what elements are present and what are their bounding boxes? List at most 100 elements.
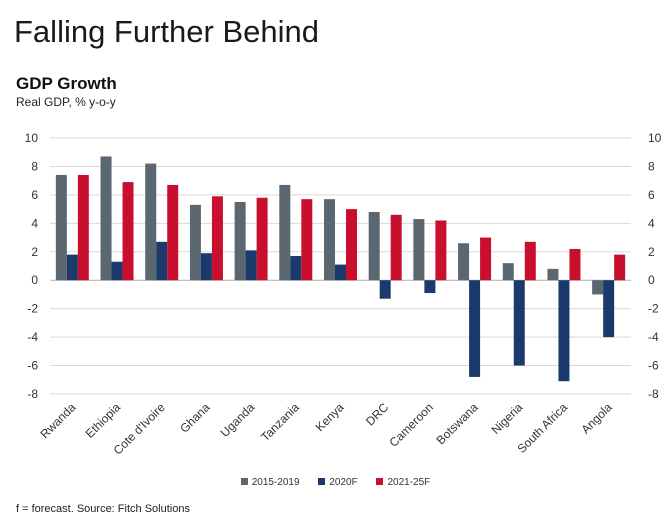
x-tick-label: DRC bbox=[363, 400, 392, 429]
bar bbox=[200, 253, 212, 281]
bar bbox=[458, 243, 470, 281]
x-tick-label: Botswana bbox=[434, 400, 481, 447]
bar bbox=[502, 263, 514, 281]
bar-group bbox=[100, 156, 134, 281]
bar bbox=[435, 220, 447, 281]
bar bbox=[558, 280, 570, 382]
bar bbox=[66, 254, 78, 281]
left-y-tick-label: 10 bbox=[25, 131, 39, 145]
footnote: f = forecast. Source: Fitch Solutions bbox=[16, 503, 190, 515]
legend-label-2015-2019: 2015-2019 bbox=[251, 477, 300, 488]
bar bbox=[569, 248, 581, 281]
bar-groups bbox=[55, 156, 626, 382]
chart-subtitle: Real GDP, % y-o-y bbox=[16, 95, 116, 109]
legend-label-2021-25f: 2021-25F bbox=[387, 477, 431, 488]
legend-item-2021-25f: 2021-25F bbox=[376, 477, 430, 488]
bar bbox=[301, 199, 313, 281]
right-y-tick-label: -2 bbox=[648, 302, 659, 316]
legend-label-2020f: 2020F bbox=[329, 477, 358, 488]
x-tick-label: Kenya bbox=[313, 400, 347, 434]
bar bbox=[156, 241, 168, 281]
bar bbox=[424, 280, 436, 294]
x-tick-label: Rwanda bbox=[37, 400, 78, 441]
left-y-tick-label: 8 bbox=[31, 159, 38, 173]
left-y-tick-label: -8 bbox=[27, 387, 38, 401]
bar-group bbox=[458, 237, 492, 377]
bar-group bbox=[189, 196, 223, 281]
legend-item-2015-2019: 2015-2019 bbox=[240, 477, 300, 488]
bar bbox=[603, 280, 615, 338]
left-y-tick-label: -4 bbox=[27, 330, 38, 344]
bar bbox=[290, 256, 302, 281]
legend-swatch-2015-2019 bbox=[240, 478, 248, 485]
legend-swatch-2020f bbox=[318, 478, 326, 485]
bar bbox=[77, 174, 89, 281]
chart-title: GDP Growth bbox=[16, 74, 117, 93]
right-y-tick-label: 10 bbox=[648, 131, 662, 145]
legend-item-2020f: 2020F bbox=[318, 477, 358, 488]
bar bbox=[547, 268, 559, 281]
bar bbox=[211, 196, 223, 281]
bar bbox=[167, 184, 179, 281]
x-tick-label: Nigeria bbox=[489, 400, 526, 437]
bar bbox=[189, 204, 201, 281]
right-y-tick-label: -4 bbox=[648, 330, 659, 344]
bar-group bbox=[234, 197, 268, 281]
bar-group bbox=[324, 199, 357, 281]
x-tick-label: Cameroon bbox=[386, 400, 436, 450]
bar bbox=[335, 264, 346, 281]
bar bbox=[145, 163, 157, 281]
bar bbox=[100, 156, 112, 281]
bar bbox=[524, 241, 536, 281]
bar-group bbox=[592, 254, 626, 338]
left-y-tick-label: 2 bbox=[31, 245, 38, 259]
bar bbox=[513, 280, 525, 366]
chart-legend: 2015-2019 2020F 2021-25F bbox=[0, 477, 671, 488]
bar-group bbox=[547, 248, 581, 382]
left-y-axis: 10 8 6 4 2 0 -2 -4 -6 -8 bbox=[25, 131, 39, 401]
right-y-tick-label: 4 bbox=[648, 216, 655, 230]
bar bbox=[234, 202, 246, 281]
x-tick-label: Ghana bbox=[177, 400, 213, 436]
left-y-tick-label: 4 bbox=[31, 216, 38, 230]
right-y-tick-label: 2 bbox=[648, 245, 655, 259]
x-tick-label: Angola bbox=[578, 400, 615, 437]
bar bbox=[324, 199, 335, 281]
page-headline: Falling Further Behind bbox=[14, 14, 319, 49]
right-y-tick-label: -6 bbox=[648, 359, 659, 373]
bar bbox=[379, 280, 391, 299]
bar bbox=[390, 214, 402, 281]
bar bbox=[592, 280, 604, 295]
bar-group bbox=[502, 241, 536, 366]
bar-group bbox=[145, 163, 179, 281]
right-y-tick-label: -8 bbox=[648, 387, 659, 401]
x-tick-label: Ethiopia bbox=[83, 400, 124, 441]
bar bbox=[245, 250, 257, 281]
legend-swatch-2021-25f bbox=[376, 478, 384, 485]
x-tick-label: Uganda bbox=[218, 400, 258, 440]
bar-group bbox=[368, 211, 402, 299]
bar bbox=[469, 280, 481, 377]
bar bbox=[256, 197, 268, 281]
bar bbox=[413, 219, 425, 281]
left-y-tick-label: 0 bbox=[31, 273, 38, 287]
left-y-tick-label: -2 bbox=[27, 302, 38, 316]
right-y-tick-label: 8 bbox=[648, 159, 655, 173]
right-y-tick-label: 6 bbox=[648, 188, 655, 202]
bar bbox=[614, 254, 626, 281]
bar-group bbox=[413, 219, 447, 294]
bar-group bbox=[55, 174, 89, 281]
left-y-tick-label: 6 bbox=[31, 188, 38, 202]
bar bbox=[368, 211, 380, 281]
x-tick-label: Tanzania bbox=[258, 400, 302, 444]
bar-group bbox=[279, 184, 313, 281]
right-y-axis: 10 8 6 4 2 0 -2 -4 -6 -8 bbox=[648, 131, 662, 401]
left-y-tick-label: -6 bbox=[27, 359, 38, 373]
bar bbox=[55, 174, 67, 281]
bar bbox=[122, 182, 134, 281]
bar bbox=[111, 261, 123, 281]
right-y-tick-label: 0 bbox=[648, 273, 655, 287]
bar bbox=[279, 184, 291, 281]
